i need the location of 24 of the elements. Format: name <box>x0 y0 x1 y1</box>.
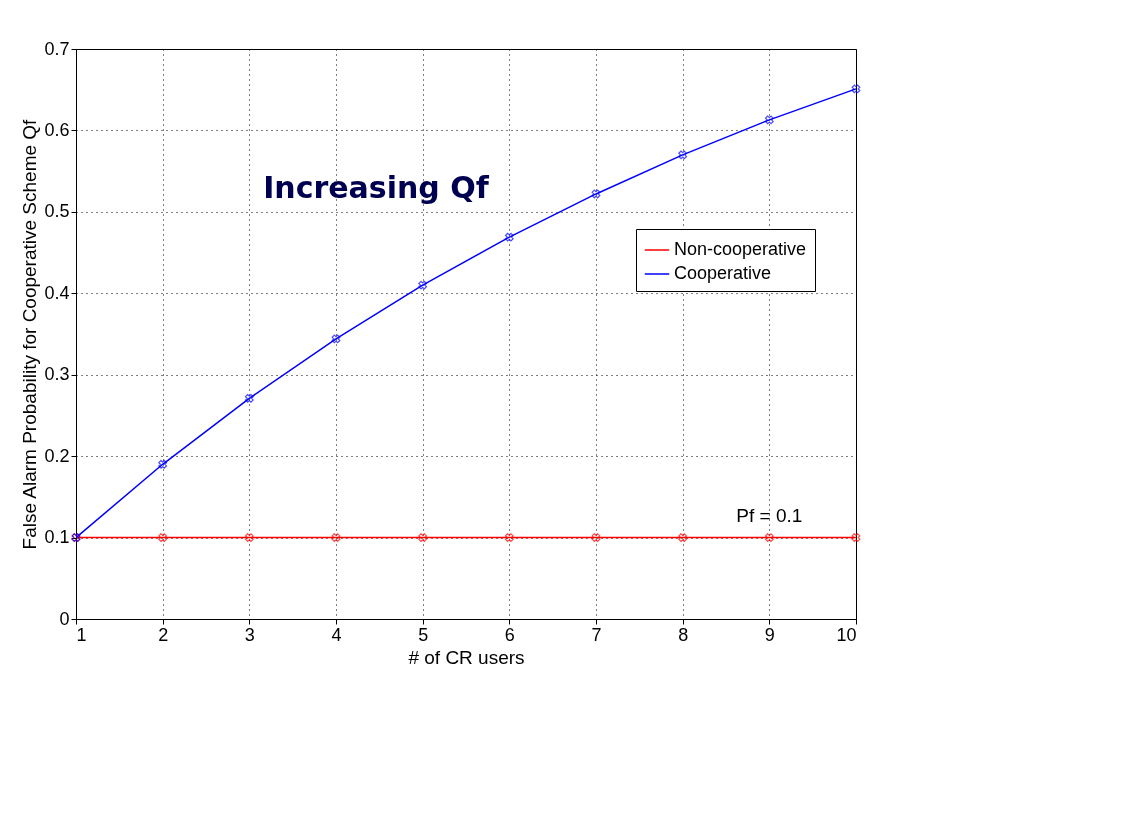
annotation: Increasing Qf <box>263 170 490 205</box>
x-tick-label: 4 <box>331 624 342 645</box>
x-tick-label: 3 <box>244 624 255 645</box>
y-tick-label: 0.1 <box>44 527 70 548</box>
y-tick-label: 0.3 <box>44 364 70 385</box>
x-tick-label: 1 <box>76 624 87 645</box>
y-tick-label: 0.2 <box>44 445 70 466</box>
annotation: Pf = 0.1 <box>736 504 803 526</box>
y-axis-title: False Alarm Probability for Cooperative Scheme Qf <box>19 118 41 550</box>
y-tick-label: 0.7 <box>44 38 70 59</box>
legend-label: Cooperative <box>674 263 772 283</box>
x-tick-label: 10 <box>836 624 857 645</box>
legend-label: Non-cooperative <box>674 239 807 259</box>
y-tick-label: 0 <box>59 608 70 629</box>
x-axis-title: # of CR users <box>408 646 525 668</box>
x-tick-label: 7 <box>591 624 602 645</box>
x-tick-label: 9 <box>764 624 775 645</box>
y-tick-label: 0.4 <box>44 282 70 303</box>
x-tick-label: 6 <box>504 624 515 645</box>
y-tick-label: 0.6 <box>44 119 70 140</box>
x-tick-label: 5 <box>418 624 429 645</box>
y-tick-label: 0.5 <box>44 201 70 222</box>
x-tick-label: 2 <box>158 624 169 645</box>
x-tick-label: 8 <box>678 624 689 645</box>
